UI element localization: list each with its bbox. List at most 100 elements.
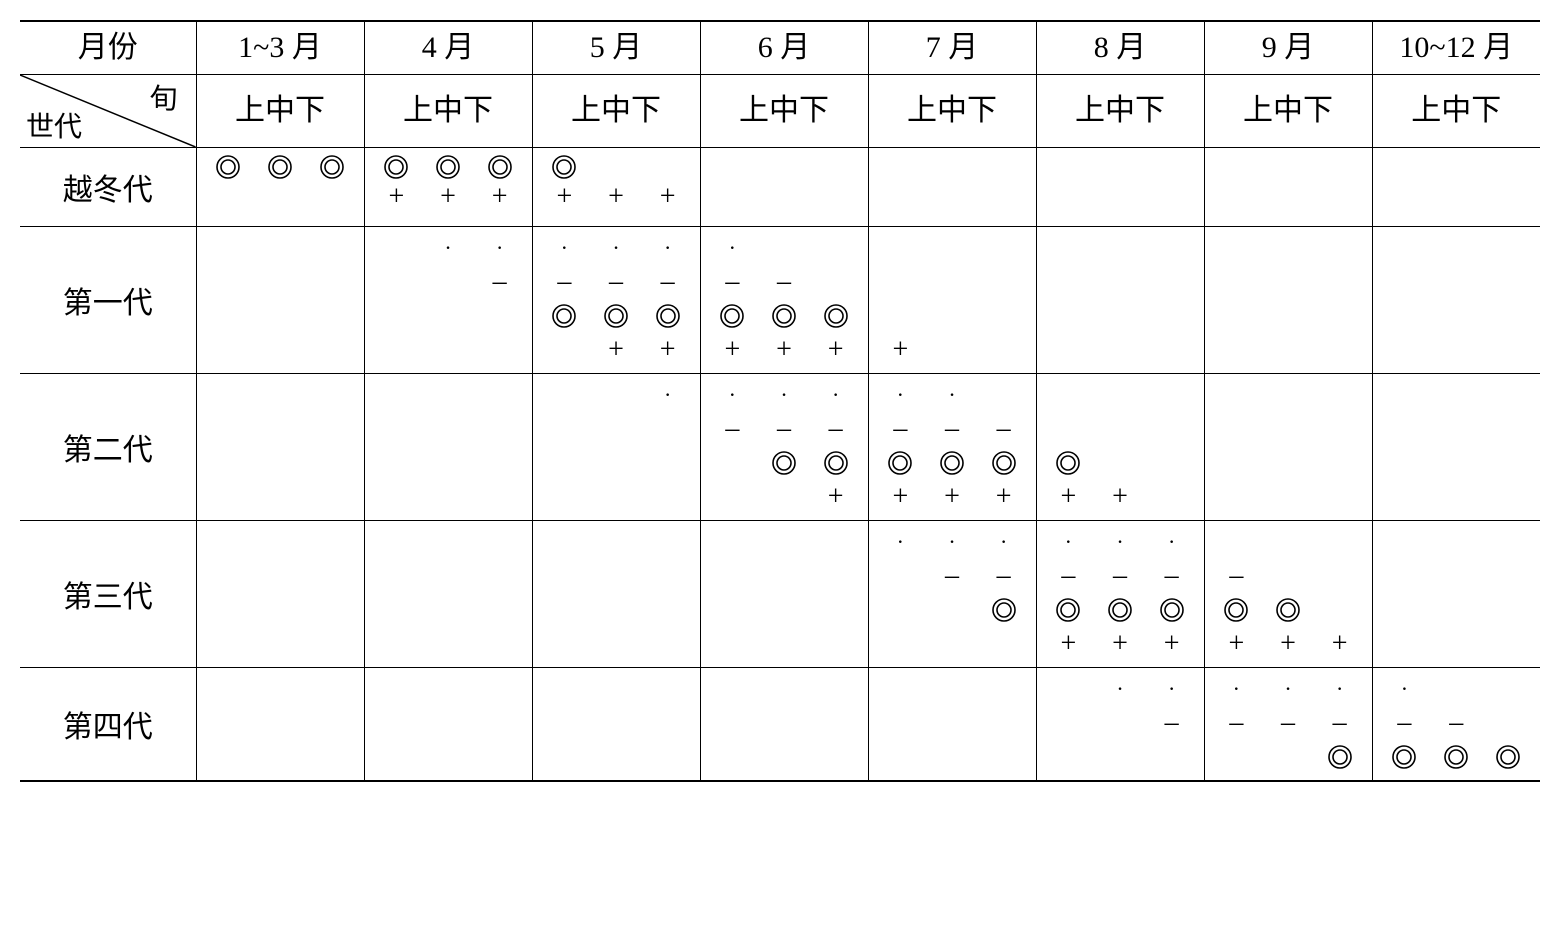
stage-row-egg — [203, 525, 358, 559]
life-history-table: 月份 1~3 月 4 月 5 月 6 月 7 月 8 月 9 月 10~12 月… — [20, 20, 1540, 782]
stage-slot — [1430, 745, 1482, 769]
stage-slot — [758, 451, 810, 475]
stage-row-egg: ·· — [371, 231, 526, 265]
month-cell — [1204, 227, 1372, 374]
double-circle-icon — [552, 304, 576, 328]
stage-row-larva — [1043, 265, 1198, 299]
month-cell — [532, 668, 700, 782]
stage-row-adult — [371, 627, 526, 661]
stage-row-egg — [875, 231, 1030, 265]
month-cell — [364, 521, 532, 668]
month-cell-content — [1373, 227, 1541, 373]
plus-icon: + — [944, 483, 960, 511]
double-circle-icon — [488, 155, 512, 179]
stage-row-pupa — [539, 740, 694, 774]
stage-row-adult: +++ — [875, 480, 1030, 514]
stage-row-adult: + — [707, 480, 862, 514]
stage-row-adult — [1379, 333, 1535, 367]
stage-row-egg: ··· — [539, 231, 694, 265]
stage-slot — [1146, 598, 1198, 622]
plus-icon: + — [1060, 483, 1076, 511]
stage-slot: – — [758, 415, 810, 443]
stage-slot — [875, 451, 927, 475]
stage-row-egg — [203, 231, 358, 265]
stage-row-pupa — [1043, 740, 1198, 774]
stage-row-larva — [1211, 412, 1366, 446]
month-cell-content: ···–––+++ — [1037, 521, 1204, 667]
stage-slot: – — [810, 415, 862, 443]
double-circle-icon — [320, 155, 344, 179]
stage-slot: + — [1043, 630, 1095, 658]
dash-icon: – — [661, 268, 675, 296]
stage-row-egg — [371, 378, 526, 412]
stage-slot: – — [707, 268, 759, 296]
double-circle-icon — [268, 155, 292, 179]
stage-slot: · — [1094, 531, 1146, 553]
dot-icon: · — [1000, 531, 1007, 553]
stage-row-larva: ––– — [1043, 559, 1198, 593]
stage-row-egg — [203, 378, 358, 412]
stage-slot: + — [1043, 483, 1095, 511]
month-cell: ···–– — [868, 521, 1036, 668]
double-circle-icon — [604, 304, 628, 328]
header-xun-7: 上中下 — [1372, 75, 1540, 148]
stage-slot: + — [371, 183, 423, 211]
dot-icon: · — [897, 384, 904, 406]
generation-row: 第二代····–––+··–––+++++ — [20, 374, 1540, 521]
stage-row-adult — [875, 182, 1030, 212]
double-circle-icon — [1328, 745, 1352, 769]
stage-row-larva — [203, 706, 358, 740]
stage-row-pupa — [203, 152, 358, 182]
month-cell — [364, 668, 532, 782]
stage-slot — [978, 598, 1030, 622]
stage-row-egg: ··· — [707, 378, 862, 412]
stage-row-egg: · — [707, 231, 862, 265]
stage-row-egg — [875, 672, 1030, 706]
month-cell — [532, 521, 700, 668]
stage-slot: – — [1094, 562, 1146, 590]
stage-slot: · — [1043, 531, 1095, 553]
month-cell-content — [1373, 374, 1541, 520]
stage-slot: + — [978, 483, 1030, 511]
month-cell-content — [1037, 148, 1204, 226]
stage-row-adult — [203, 333, 358, 367]
stage-slot: + — [758, 336, 810, 364]
month-cell — [1204, 148, 1372, 227]
double-circle-icon — [720, 304, 744, 328]
stage-slot: – — [926, 562, 978, 590]
stage-slot — [1043, 598, 1095, 622]
stage-row-adult — [1379, 627, 1535, 661]
stage-row-pupa — [1043, 152, 1198, 182]
dash-icon: – — [777, 268, 791, 296]
stage-row-adult — [707, 182, 862, 212]
dot-icon: · — [664, 237, 671, 259]
month-cell: ···––– — [1204, 668, 1372, 782]
double-circle-icon — [992, 598, 1016, 622]
stage-row-pupa — [203, 593, 358, 627]
stage-row-egg — [1043, 378, 1198, 412]
plus-icon: + — [608, 183, 624, 211]
stage-row-larva — [1379, 412, 1535, 446]
month-cell-content — [365, 374, 532, 520]
month-cell: –+++ — [1204, 521, 1372, 668]
stage-slot: · — [422, 237, 474, 259]
stage-row-adult — [203, 480, 358, 514]
stage-slot: · — [810, 384, 862, 406]
stage-row-larva — [539, 706, 694, 740]
stage-row-adult — [1211, 182, 1366, 212]
plus-icon: + — [776, 336, 792, 364]
header-month-label: 月份 — [20, 21, 196, 75]
dot-icon: · — [1233, 678, 1240, 700]
stage-slot: – — [926, 415, 978, 443]
stage-slot: – — [707, 415, 759, 443]
stage-row-adult — [1211, 333, 1366, 367]
stage-slot: – — [474, 268, 526, 296]
month-cell: ·––+++ — [700, 227, 868, 374]
month-cell-content — [869, 148, 1036, 226]
plus-icon: + — [892, 336, 908, 364]
stage-slot: – — [1379, 709, 1431, 737]
stage-slot — [590, 304, 642, 328]
month-cell-content: ++ — [1037, 374, 1204, 520]
stage-slot — [978, 451, 1030, 475]
double-circle-icon — [1496, 745, 1520, 769]
